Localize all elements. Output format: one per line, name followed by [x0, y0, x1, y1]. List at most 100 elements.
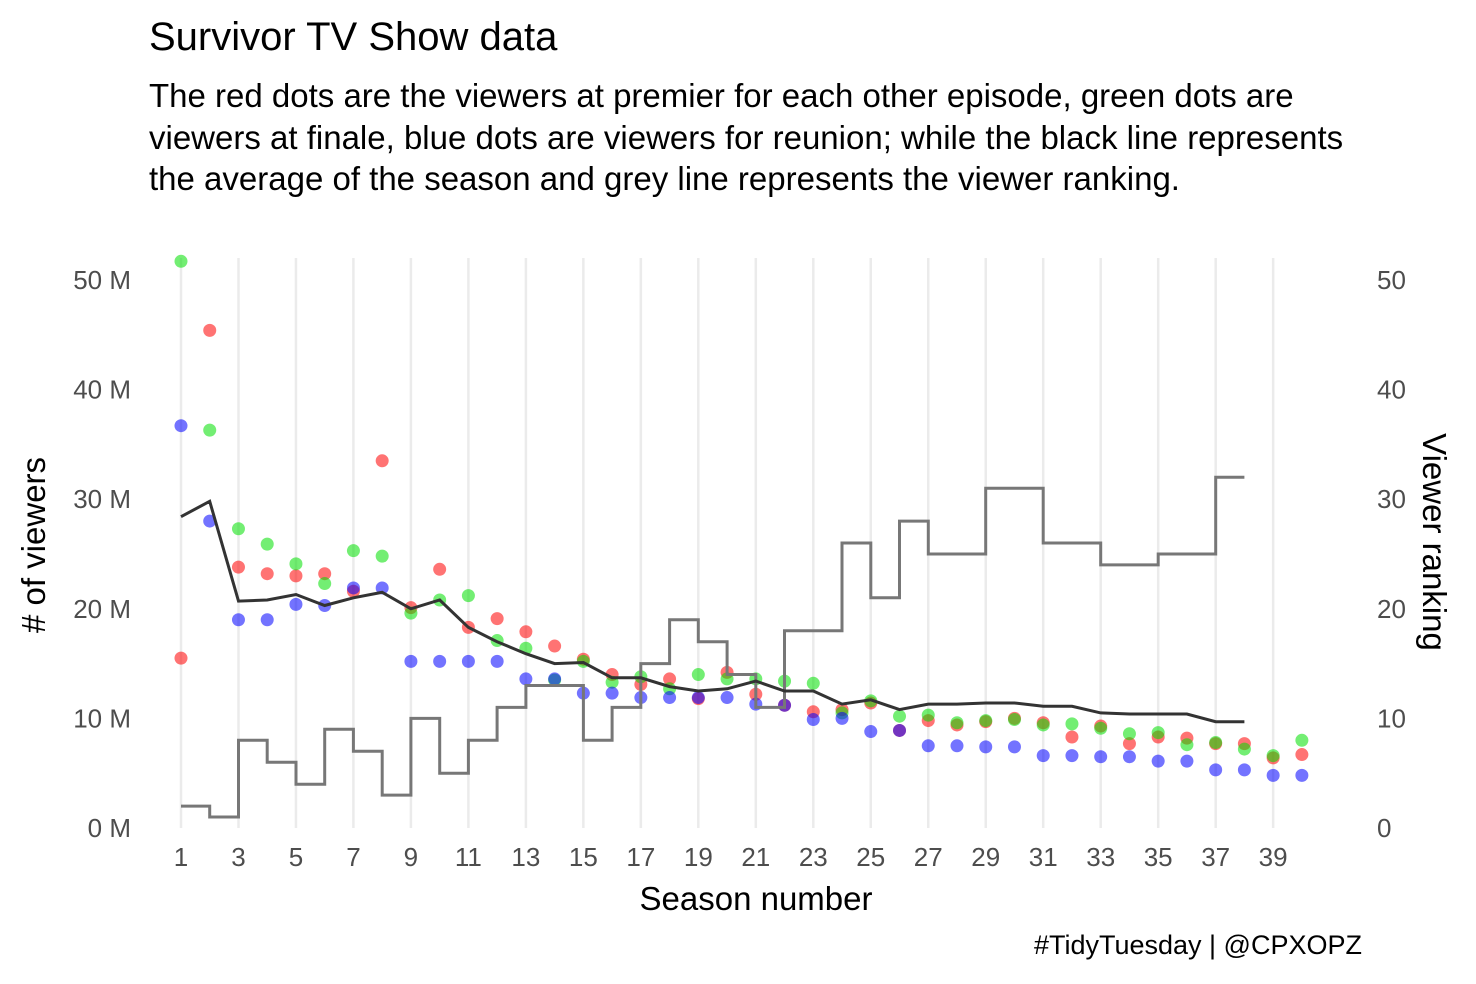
reunion-point-38 — [1237, 763, 1251, 777]
x-tick-label-3: 3 — [231, 842, 245, 872]
finale-point-28 — [950, 716, 964, 730]
x-tick-label-21: 21 — [741, 842, 770, 872]
finale-point-2 — [203, 423, 217, 437]
finale-point-30 — [1007, 712, 1021, 726]
reunion-point-20 — [720, 691, 734, 705]
x-tick-label-39: 39 — [1259, 842, 1288, 872]
x-tick-label-13: 13 — [511, 842, 540, 872]
y-axis-right-ticks: 0 10 20 30 40 50 — [1377, 265, 1406, 843]
premiere-point-5 — [289, 569, 303, 583]
x-tick-label-37: 37 — [1201, 842, 1230, 872]
finale-point-31 — [1036, 718, 1050, 732]
reunion-point-8 — [375, 581, 389, 595]
vertical-grid — [179, 258, 1275, 828]
x-tick-label-33: 33 — [1086, 842, 1115, 872]
finale-point-26 — [893, 709, 907, 723]
premiere-point-12 — [490, 612, 504, 626]
finale-point-3 — [231, 522, 245, 536]
finale-point-38 — [1237, 742, 1251, 756]
premiere-point-8 — [375, 454, 389, 468]
premiere-point-14 — [548, 639, 562, 653]
x-tick-label-5: 5 — [289, 842, 303, 872]
finale-point-27 — [921, 708, 935, 722]
x-tick-label-1: 1 — [174, 842, 188, 872]
reunion-point-3 — [231, 613, 245, 627]
y-right-tick-label-20: 20 — [1377, 594, 1406, 624]
finale-point-29 — [979, 714, 993, 728]
finale-point-37 — [1209, 736, 1223, 749]
premiere-point-6 — [318, 567, 332, 581]
finale-point-40 — [1295, 733, 1309, 747]
finale-point-19 — [691, 668, 705, 682]
x-tick-label-35: 35 — [1144, 842, 1173, 872]
finale-point-33 — [1094, 721, 1108, 735]
x-tick-label-19: 19 — [684, 842, 713, 872]
y-tick-label-40: 40 M — [73, 375, 131, 405]
y-right-tick-label-30: 30 — [1377, 484, 1406, 514]
x-tick-label-11: 11 — [455, 842, 482, 872]
reunion-point-7 — [346, 581, 360, 595]
finale-point-39 — [1266, 749, 1280, 763]
reunion-point-14 — [548, 672, 562, 686]
chart-title: Survivor TV Show data — [149, 15, 558, 59]
reunion-point-34 — [1122, 750, 1136, 764]
premiere-point-18 — [663, 672, 677, 686]
reunion-point-11 — [461, 654, 475, 668]
reunion-point-39 — [1266, 768, 1280, 782]
reunion-point-13 — [519, 672, 533, 686]
reunion-point-32 — [1065, 749, 1079, 763]
reunion-point-30 — [1007, 740, 1021, 754]
premiere-point-1 — [174, 651, 188, 665]
finale-point-34 — [1122, 727, 1136, 741]
reunion-point-16 — [605, 686, 619, 700]
finale-point-1 — [174, 254, 188, 268]
reunion-point-37 — [1209, 763, 1223, 777]
scatter-points — [174, 254, 1309, 782]
premiere-point-40 — [1295, 748, 1309, 762]
average-line — [180, 499, 1245, 724]
premiere-point-2 — [203, 323, 217, 337]
y-tick-label-30: 30 M — [73, 484, 131, 514]
ranking-step-line — [181, 475, 1245, 819]
chart-subtitle: The red dots are the viewers at premier … — [149, 77, 1344, 197]
finale-point-9 — [404, 606, 418, 620]
finale-point-32 — [1065, 717, 1079, 731]
x-tick-label-27: 27 — [914, 842, 943, 872]
reunion-point-10 — [433, 654, 447, 668]
x-tick-label-25: 25 — [856, 842, 885, 872]
reunion-point-35 — [1151, 754, 1165, 768]
y-right-tick-label-0: 0 — [1377, 813, 1391, 843]
finale-point-35 — [1151, 726, 1165, 740]
reunion-point-31 — [1036, 749, 1050, 763]
chart-caption: #TidyTuesday | @CPXOPZ — [1033, 930, 1362, 960]
x-tick-label-23: 23 — [799, 842, 828, 872]
reunion-point-27 — [921, 739, 935, 753]
y-tick-label-20: 20 M — [73, 594, 131, 624]
reunion-point-12 — [490, 654, 504, 668]
x-tick-label-15: 15 — [569, 842, 598, 872]
reunion-point-18 — [663, 691, 677, 705]
reunion-point-24 — [835, 711, 849, 725]
finale-point-36 — [1180, 738, 1194, 752]
y-tick-label-0: 0 M — [88, 813, 131, 843]
reunion-point-23 — [806, 712, 820, 726]
y-right-tick-label-50: 50 — [1377, 265, 1406, 295]
premiere-point-3 — [231, 560, 245, 574]
y-axis-right-label: Viewer ranking — [1416, 433, 1453, 651]
reunion-point-36 — [1180, 754, 1194, 768]
reunion-point-40 — [1295, 768, 1309, 782]
premiere-point-13 — [519, 625, 533, 639]
y-tick-label-10: 10 M — [73, 703, 131, 733]
reunion-point-28 — [950, 739, 964, 753]
premiere-point-34 — [1122, 737, 1136, 751]
finale-point-11 — [461, 589, 475, 603]
finale-point-5 — [289, 557, 303, 571]
reunion-point-19 — [691, 691, 705, 705]
x-axis-label: Season number — [640, 880, 873, 917]
reunion-point-4 — [260, 613, 274, 627]
x-tick-label-31: 31 — [1029, 842, 1058, 872]
reunion-point-26 — [893, 723, 907, 737]
finale-point-7 — [346, 544, 360, 558]
premiere-point-10 — [433, 562, 447, 576]
